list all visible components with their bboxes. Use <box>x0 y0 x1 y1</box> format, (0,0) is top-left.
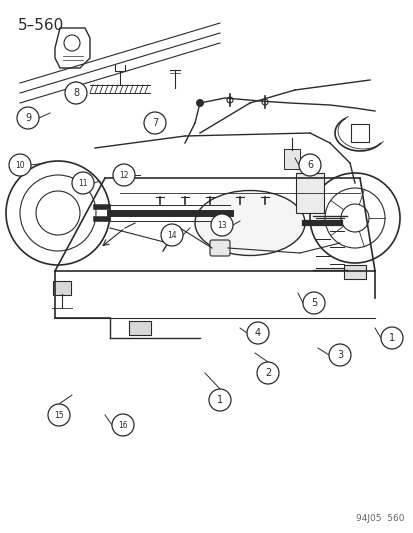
Circle shape <box>48 404 70 426</box>
Circle shape <box>161 224 183 246</box>
Text: 1: 1 <box>388 333 394 343</box>
Text: 11: 11 <box>78 179 88 188</box>
Circle shape <box>226 97 233 103</box>
FancyBboxPatch shape <box>295 173 323 213</box>
Text: 5–560: 5–560 <box>18 18 64 33</box>
Text: 10: 10 <box>15 160 25 169</box>
Ellipse shape <box>195 190 304 255</box>
Circle shape <box>144 112 166 134</box>
Circle shape <box>72 172 94 194</box>
Text: 8: 8 <box>73 88 79 98</box>
Text: 7: 7 <box>152 118 158 128</box>
Text: 16: 16 <box>118 421 128 430</box>
Circle shape <box>256 362 278 384</box>
Circle shape <box>380 327 402 349</box>
FancyBboxPatch shape <box>209 240 230 256</box>
Circle shape <box>211 214 233 236</box>
Text: 13: 13 <box>217 221 226 230</box>
FancyBboxPatch shape <box>343 265 365 279</box>
Text: 4: 4 <box>254 328 261 338</box>
FancyBboxPatch shape <box>283 149 299 169</box>
Circle shape <box>298 154 320 176</box>
Text: 5: 5 <box>310 298 316 308</box>
FancyBboxPatch shape <box>53 281 71 295</box>
Circle shape <box>195 99 204 107</box>
Text: 14: 14 <box>167 230 176 239</box>
Text: 15: 15 <box>54 410 64 419</box>
Circle shape <box>328 344 350 366</box>
Circle shape <box>9 154 31 176</box>
Text: 94J05  560: 94J05 560 <box>356 514 404 523</box>
Text: 1: 1 <box>216 395 223 405</box>
Text: 2: 2 <box>264 368 271 378</box>
Circle shape <box>302 292 324 314</box>
FancyBboxPatch shape <box>129 321 151 335</box>
Circle shape <box>247 322 268 344</box>
Circle shape <box>209 389 230 411</box>
Text: 3: 3 <box>336 350 342 360</box>
Text: 12: 12 <box>119 171 128 180</box>
Circle shape <box>112 414 134 436</box>
Text: 9: 9 <box>25 113 31 123</box>
Circle shape <box>113 164 135 186</box>
Circle shape <box>65 82 87 104</box>
Circle shape <box>17 107 39 129</box>
Text: 6: 6 <box>306 160 312 170</box>
Circle shape <box>261 99 267 105</box>
